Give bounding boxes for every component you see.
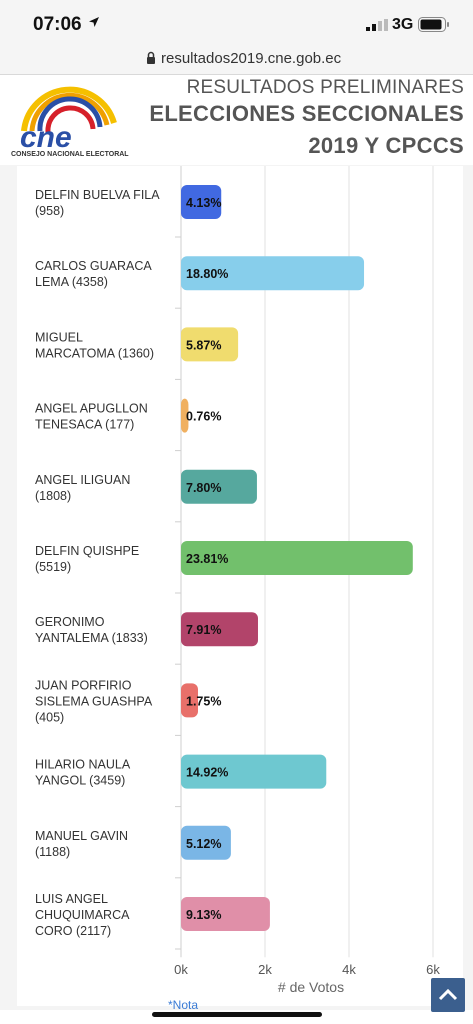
cne-logo: cne CONSEJO NACIONAL ELECTORAL xyxy=(11,86,129,158)
header-line-3: 2019 Y CPCCS xyxy=(308,133,464,158)
category-label: (958) xyxy=(35,204,64,218)
bar xyxy=(181,256,365,291)
bar xyxy=(181,754,327,789)
lock-icon xyxy=(147,51,155,64)
scroll-top-button[interactable] xyxy=(431,978,465,1012)
bar-value-label: 18.80% xyxy=(186,267,228,281)
category-label: DELFIN BUELVA FILA xyxy=(35,188,160,202)
category-label: GERONIMO xyxy=(35,615,105,629)
category-label: CORO (2117) xyxy=(35,924,111,938)
svg-text:cne: cne xyxy=(20,121,72,154)
bar xyxy=(181,398,189,433)
category-label: ANGEL APUGLLON xyxy=(35,402,148,416)
bar-value-label: 7.91% xyxy=(186,623,221,637)
category-label: (5519) xyxy=(35,560,71,574)
x-tick-label: 4k xyxy=(342,962,356,977)
x-tick-label: 2k xyxy=(258,962,272,977)
bar xyxy=(181,612,258,647)
category-label: TENESACA (177) xyxy=(35,418,134,432)
bar xyxy=(181,897,270,931)
bar-value-label: 0.76% xyxy=(186,410,221,424)
category-label: (405) xyxy=(35,710,64,724)
bar-value-label: 5.12% xyxy=(186,837,221,851)
bar-value-label: 1.75% xyxy=(186,694,221,708)
category-label: CHUQUIMARCA xyxy=(35,908,130,922)
header-line-1: RESULTADOS PRELIMINARES xyxy=(186,77,464,98)
category-label: (1808) xyxy=(35,489,71,503)
url-text[interactable]: resultados2019.cne.gob.ec xyxy=(161,50,342,67)
category-label: MIGUEL xyxy=(35,330,83,344)
location-arrow-icon xyxy=(89,17,99,27)
bar xyxy=(181,825,231,860)
category-label: CARLOS GUARACA xyxy=(35,259,152,273)
category-label: (1188) xyxy=(35,845,70,859)
bar xyxy=(181,683,199,718)
category-label: YANGOL (3459) xyxy=(35,774,125,788)
status-bar: 07:06 3G xyxy=(0,0,473,46)
bar-value-label: 23.81% xyxy=(186,552,228,566)
category-label: LUIS ANGEL xyxy=(35,892,108,906)
header-line-2: ELECCIONES SECCIONALES xyxy=(149,101,464,126)
category-label: DELFIN QUISHPE xyxy=(35,544,139,558)
chart-card xyxy=(17,166,463,1006)
bar xyxy=(181,469,257,504)
address-bar[interactable]: resultados2019.cne.gob.ec xyxy=(0,46,473,75)
bar-value-label: 4.13% xyxy=(186,196,221,210)
category-label: ANGEL ILIGUAN xyxy=(35,473,130,487)
status-time: 07:06 xyxy=(33,14,82,35)
battery-icon xyxy=(418,17,449,32)
category-label: YANTALEMA (1833) xyxy=(35,631,148,645)
note-link[interactable]: *Nota xyxy=(168,998,199,1012)
network-type: 3G xyxy=(392,16,414,33)
signal-icon xyxy=(366,19,388,31)
bar-value-label: 9.13% xyxy=(186,908,221,922)
home-indicator xyxy=(152,1012,322,1017)
category-label: MANUEL GAVIN xyxy=(35,829,128,843)
x-axis-title: # de Votos xyxy=(278,979,344,995)
category-label: HILARIO NAULA xyxy=(35,758,131,772)
chevron-up-icon xyxy=(438,988,458,1001)
bar-value-label: 14.92% xyxy=(186,766,228,780)
x-tick-label: 6k xyxy=(426,962,440,977)
votes-bar-chart: DELFIN BUELVA FILA (958) 4.13% CARLOS GUARA… xyxy=(35,166,440,995)
bar xyxy=(181,541,413,575)
category-label: SISLEMA GUASHPA xyxy=(35,694,153,708)
x-tick-label: 0k xyxy=(174,962,188,977)
svg-text:CONSEJO NACIONAL ELECTORAL: CONSEJO NACIONAL ELECTORAL xyxy=(11,151,129,158)
category-label: JUAN PORFIRIO xyxy=(35,678,132,692)
category-label: MARCATOMA (1360) xyxy=(35,346,154,360)
bar xyxy=(181,185,222,219)
category-label: LEMA (4358) xyxy=(35,275,108,289)
bar xyxy=(181,327,239,362)
bar-value-label: 5.87% xyxy=(186,338,221,352)
page-header: cne CONSEJO NACIONAL ELECTORAL RESULTADO… xyxy=(0,75,473,165)
bar-value-label: 7.80% xyxy=(186,481,221,495)
